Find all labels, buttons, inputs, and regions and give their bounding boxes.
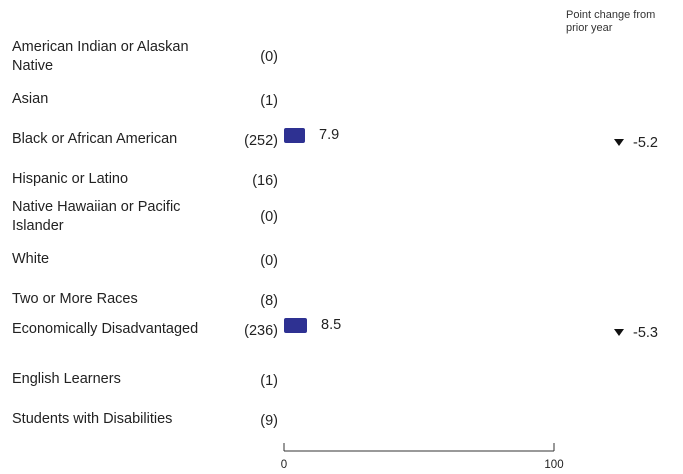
- category-label: Two or More Races: [12, 291, 138, 307]
- value-bar: [284, 318, 307, 333]
- count-label: (1): [260, 93, 278, 109]
- chart-row: Black or African American (252) 7.9 -5.2: [0, 127, 683, 170]
- point-change-value: -5.3: [633, 325, 658, 341]
- category-label: White: [12, 251, 50, 267]
- count-label: (252): [244, 133, 278, 149]
- bar-value-label: 8.5: [321, 317, 342, 333]
- chart-row: Students with Disabilities (9): [0, 410, 683, 450]
- value-bar: [284, 128, 305, 143]
- chart-row: Hispanic or Latino (16): [0, 170, 683, 210]
- count-label: (16): [252, 173, 278, 189]
- category-label: Black or African American: [12, 131, 178, 147]
- down-triangle-icon: [614, 328, 624, 336]
- category-label: Hispanic or Latino: [12, 171, 129, 187]
- chart-row: Two or More Races (8): [0, 290, 683, 330]
- x-tick-label-100: 100: [544, 459, 564, 471]
- count-label: (8): [260, 293, 278, 309]
- count-label: (0): [260, 49, 278, 65]
- chart-row: American Indian or Alaskan Native (0): [0, 39, 683, 80]
- category-label: Asian: [12, 91, 49, 107]
- point-change: -5.2: [614, 134, 658, 153]
- x-tick-label-0: 0: [280, 459, 288, 471]
- down-triangle-icon: [614, 138, 624, 146]
- chart-row: Economically Disadvantaged (236) 8.5 -5.3: [0, 317, 683, 360]
- header-note: Point change from prior year: [566, 9, 656, 34]
- count-label: (0): [260, 253, 278, 269]
- point-change: -5.3: [614, 324, 658, 343]
- chart-row: Native Hawaiian or Pacific Islander (0): [0, 199, 683, 240]
- chart-row: English Learners (1): [0, 370, 683, 410]
- category-label: English Learners: [12, 371, 121, 387]
- point-change-value: -5.2: [633, 135, 658, 151]
- bar-value-label: 7.9: [319, 127, 340, 143]
- count-label: (0): [260, 209, 278, 225]
- category-label: Native Hawaiian or Pacific Islander: [12, 199, 181, 234]
- count-label: (1): [260, 373, 278, 389]
- category-label: American Indian or Alaskan Native: [12, 39, 189, 74]
- count-label: (9): [260, 413, 278, 429]
- count-label: (236): [244, 323, 278, 339]
- category-label: Economically Disadvantaged: [12, 321, 199, 337]
- chart-row: White (0): [0, 250, 683, 290]
- chart-row: Asian (1): [0, 90, 683, 130]
- category-label: Students with Disabilities: [12, 411, 173, 427]
